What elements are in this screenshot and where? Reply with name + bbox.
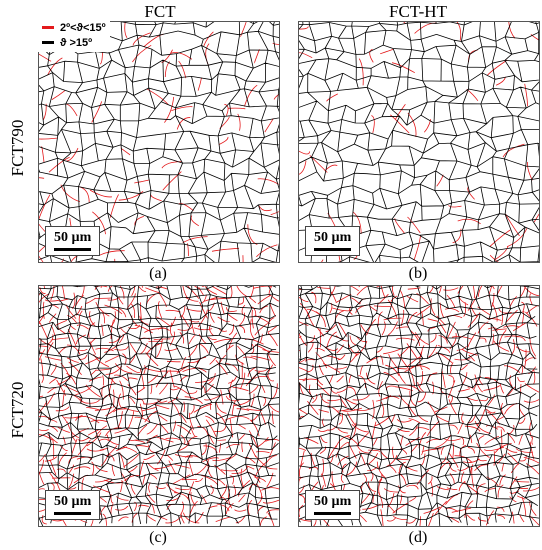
scale-bar-label-c: 50 µm — [54, 494, 92, 509]
row-title-fct720: FCT720 — [8, 381, 27, 439]
grain-boundary-map-b — [299, 22, 539, 262]
caption-b: (b) — [408, 265, 428, 282]
legend-swatch-black — [42, 41, 54, 44]
column-title-fct: FCT — [144, 2, 176, 21]
scale-bar-d: 50 µm — [305, 490, 361, 520]
scale-bar-label-a: 50 µm — [54, 230, 92, 245]
legend-item-high-angle: ϑ >15º — [42, 35, 106, 50]
column-title-fct-ht: FCT-HT — [389, 2, 447, 21]
low-angle-boundaries — [299, 286, 539, 526]
scale-bar-a: 50 µm — [45, 226, 101, 256]
micrograph-panel-b: 50 µm — [298, 21, 540, 263]
caption-c: (c) — [149, 529, 167, 546]
caption-a: (a) — [149, 265, 167, 282]
micrograph-panel-d: 50 µm — [298, 285, 540, 527]
legend-item-low-angle: 2º<ϑ<15º — [42, 20, 106, 35]
scale-bar-label-b: 50 µm — [314, 230, 352, 245]
micrograph-panel-a: 50 µm — [38, 21, 280, 263]
legend-label-high-angle: ϑ >15º — [60, 36, 93, 49]
high-angle-boundaries — [299, 22, 539, 262]
scale-bar-b: 50 µm — [305, 226, 361, 256]
micrograph-panel-c: 50 µm — [38, 285, 280, 527]
row-title-fct790: FCT790 — [8, 119, 27, 177]
low-angle-boundaries — [39, 22, 279, 262]
legend-swatch-red — [42, 26, 54, 29]
scale-bar-label-d: 50 µm — [314, 494, 352, 509]
legend-label-low-angle: 2º<ϑ<15º — [60, 21, 106, 34]
scale-bar-c: 50 µm — [45, 490, 101, 520]
boundary-legend: 2º<ϑ<15º ϑ >15º — [38, 18, 110, 52]
caption-d: (d) — [408, 529, 428, 546]
